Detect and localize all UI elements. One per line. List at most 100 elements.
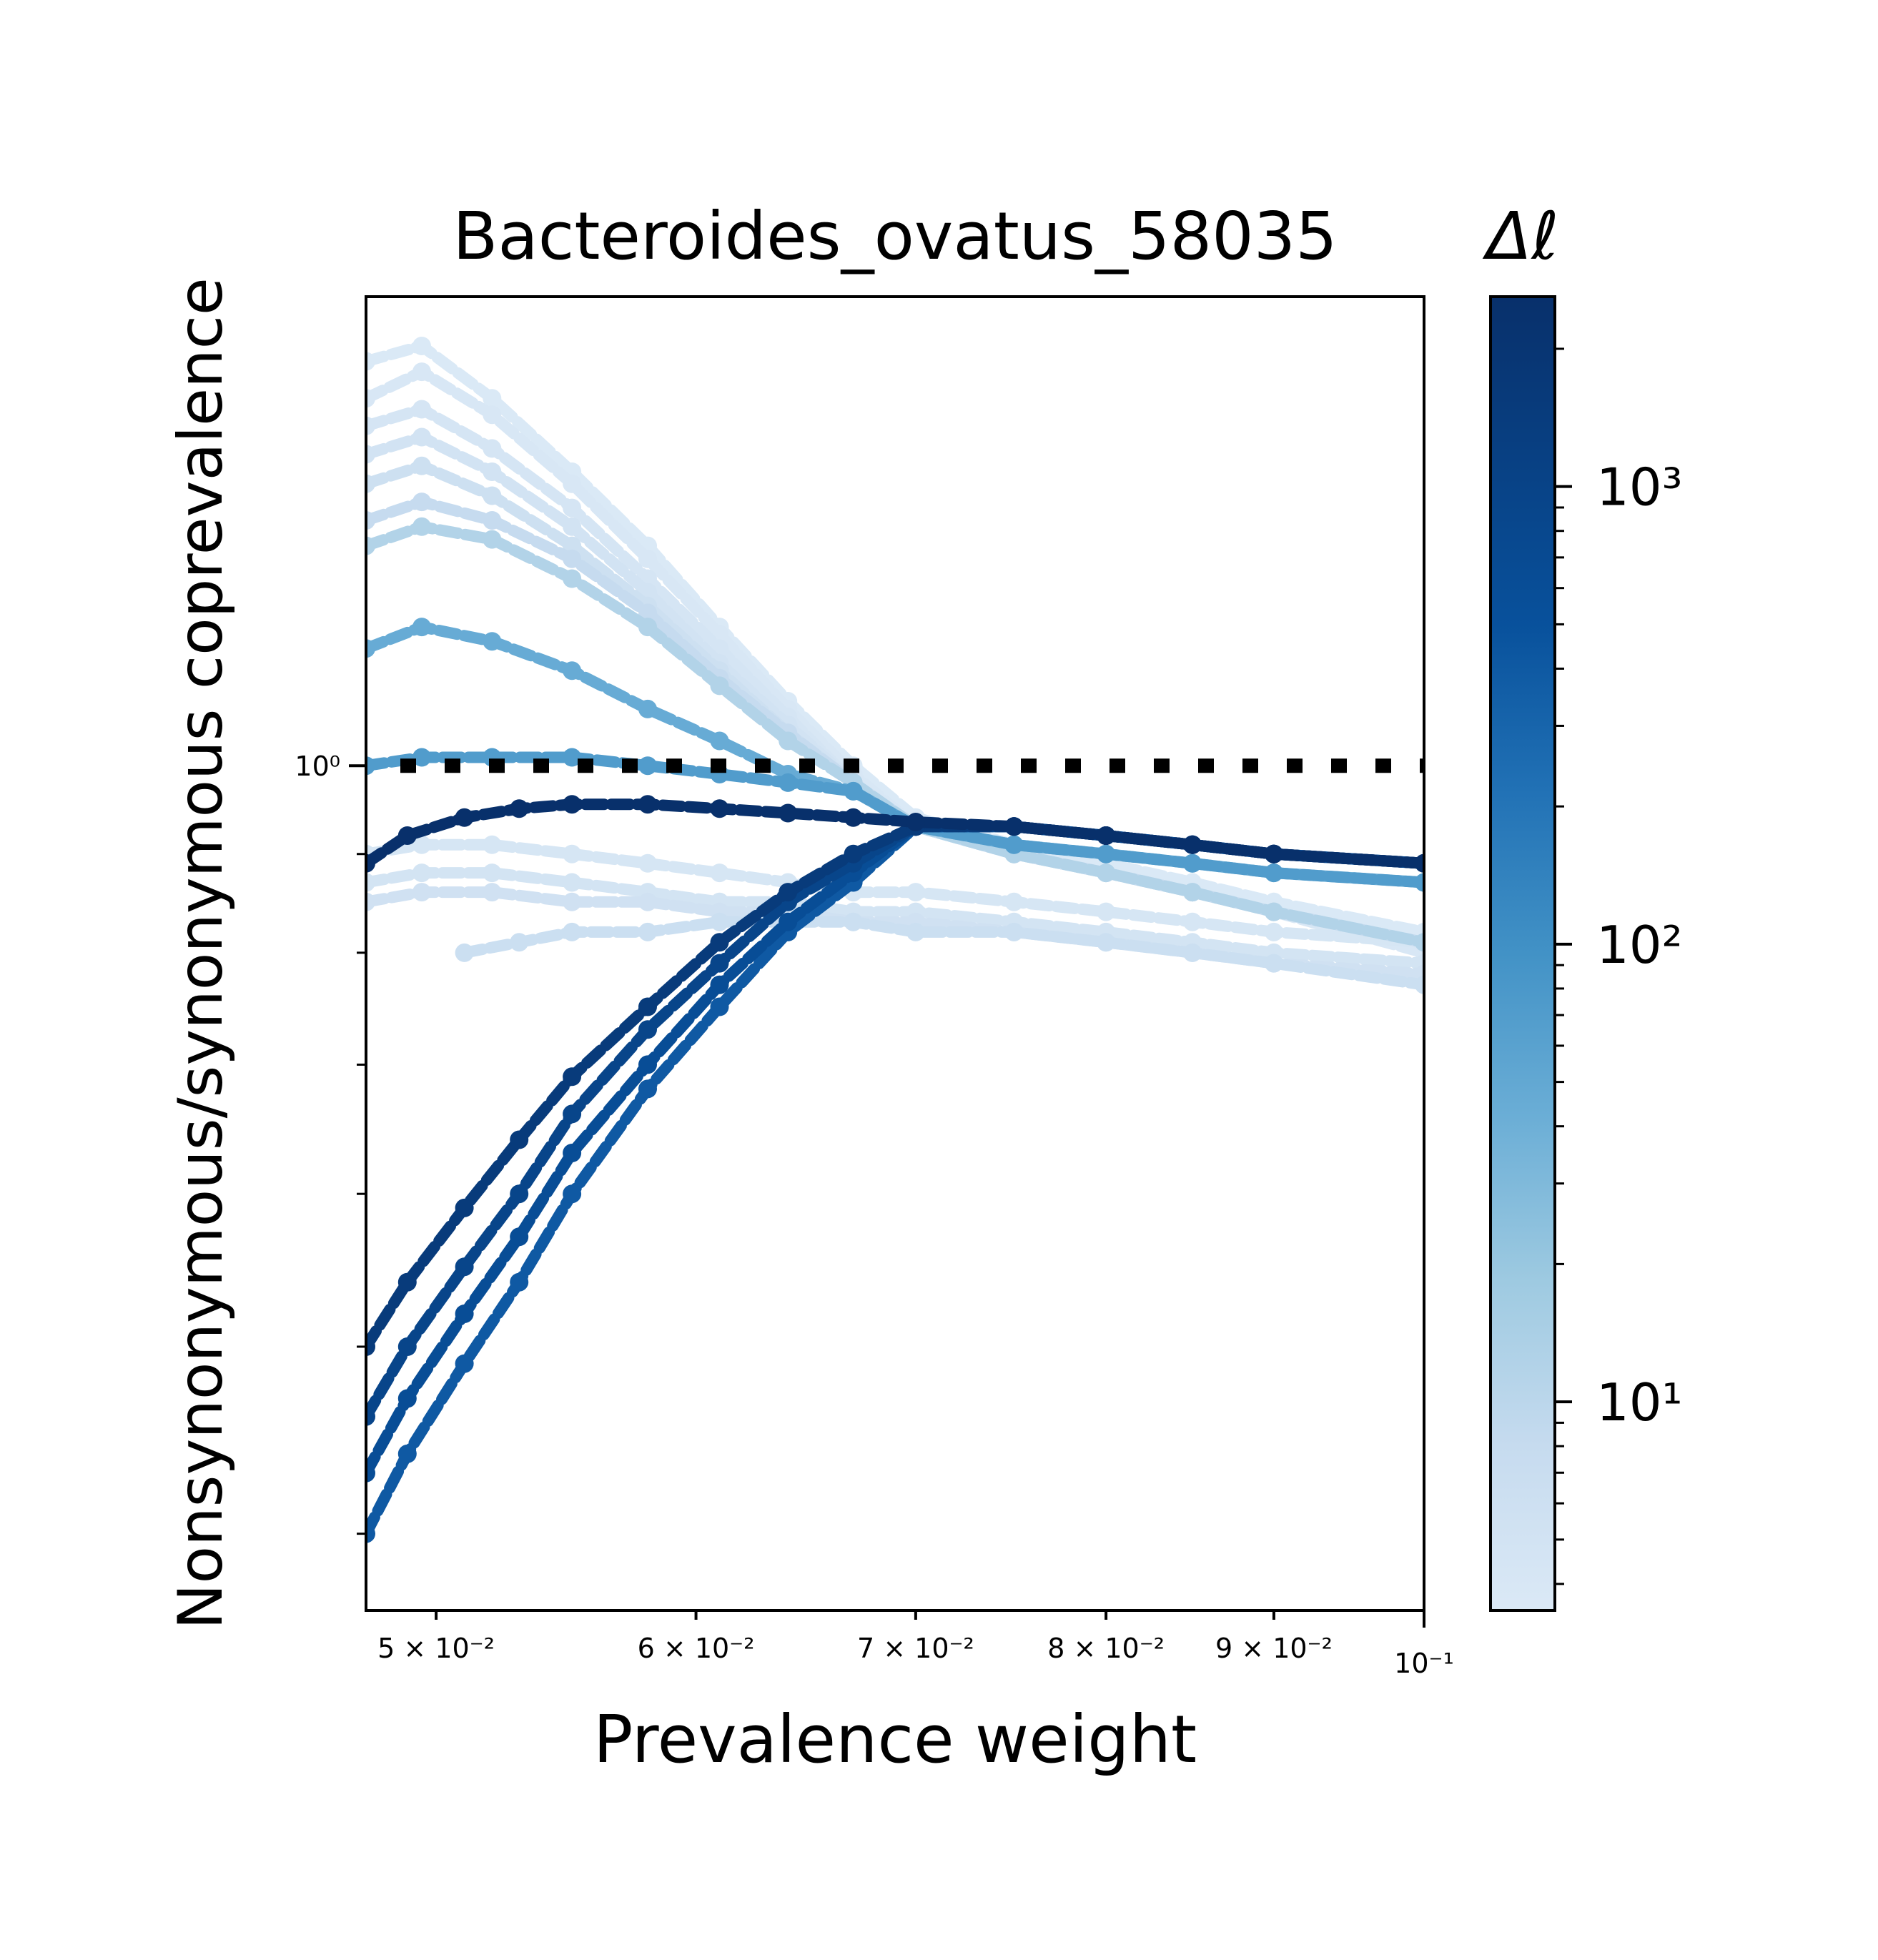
series-8 [366, 748, 1424, 892]
series-layer [366, 337, 1424, 1543]
data-point [563, 873, 582, 892]
data-point [455, 1198, 474, 1217]
y-axis-label: Nonsynonymous/synonymous coprevalence [165, 277, 237, 1630]
data-point [1004, 922, 1024, 941]
data-point [844, 781, 863, 801]
data-point [483, 405, 502, 425]
data-point [483, 389, 502, 408]
data-point [779, 912, 798, 931]
colorbar: 10¹ 10² 10³ Δℓ [1483, 198, 1682, 1612]
data-point [366, 416, 375, 435]
data-point [779, 731, 798, 751]
data-point [412, 337, 431, 355]
x-tick-label: 8 × 10⁻² [1047, 1633, 1165, 1664]
data-point [710, 676, 729, 696]
x-tick-label: 9 × 10⁻² [1215, 1633, 1333, 1664]
series-13 [366, 795, 1424, 873]
data-point [844, 808, 863, 827]
data-point [906, 883, 925, 902]
series-line [366, 340, 1424, 938]
data-point [1004, 892, 1024, 911]
series-line [366, 751, 1424, 889]
chart-title: Bacteroides_ovatus_58035 [453, 198, 1337, 274]
data-point [779, 803, 798, 823]
data-point [638, 853, 657, 873]
data-point [412, 517, 431, 536]
data-point [1415, 933, 1424, 952]
data-point [412, 863, 431, 883]
data-point [397, 1272, 417, 1292]
data-point [563, 844, 582, 863]
data-point [844, 844, 863, 863]
data-point [412, 748, 431, 767]
data-point [1183, 835, 1202, 854]
colorbar-ticks: 10¹ 10² 10³ [1555, 347, 1682, 1585]
data-point [638, 795, 657, 814]
data-point [563, 795, 582, 814]
data-point [366, 474, 375, 493]
data-point [1415, 975, 1424, 994]
data-point [366, 389, 375, 408]
data-point [510, 1272, 529, 1292]
data-point [1097, 933, 1116, 952]
y-axis: 10⁰ [295, 751, 366, 1535]
data-point [638, 892, 657, 911]
data-point [906, 813, 925, 831]
series-line [366, 520, 1424, 949]
data-point [710, 799, 729, 818]
data-point [563, 748, 582, 767]
data-point [366, 853, 375, 873]
data-point [563, 1184, 582, 1204]
data-point [510, 799, 529, 818]
data-point [710, 997, 729, 1016]
data-point [455, 1257, 474, 1277]
data-point [563, 922, 582, 941]
data-point [638, 997, 657, 1016]
data-point [563, 498, 582, 518]
data-point [779, 773, 798, 792]
data-point [483, 835, 502, 854]
data-point [710, 933, 729, 952]
data-point [563, 1104, 582, 1124]
data-point [455, 808, 474, 827]
data-point [455, 1354, 474, 1373]
data-point [412, 400, 431, 419]
data-point [412, 618, 431, 637]
data-point [366, 1337, 375, 1356]
data-point [412, 835, 431, 854]
data-point [397, 1444, 417, 1463]
data-point [366, 511, 375, 530]
data-point [1097, 844, 1116, 863]
data-point [563, 661, 582, 680]
colorbar-tick-label: 10³ [1596, 457, 1682, 518]
x-tick-label: 6 × 10⁻² [638, 1633, 755, 1664]
data-point [483, 462, 502, 481]
data-point [638, 699, 657, 718]
data-point [1183, 883, 1202, 902]
data-point [563, 1067, 582, 1087]
x-tick-label: 10⁻¹ [1394, 1648, 1454, 1679]
data-point [366, 1463, 375, 1483]
series-5 [366, 493, 1424, 952]
data-point [366, 536, 375, 555]
data-point [1264, 954, 1283, 973]
data-point [366, 445, 375, 464]
data-point [1097, 826, 1116, 845]
data-point [397, 826, 417, 845]
data-point [510, 1130, 529, 1149]
data-point [638, 618, 657, 637]
x-tick-label: 5 × 10⁻² [377, 1633, 495, 1664]
y-tick-label: 10⁰ [295, 751, 340, 782]
data-point [1264, 922, 1283, 941]
data-point [455, 943, 474, 962]
data-point [412, 456, 431, 475]
data-point [1415, 873, 1424, 892]
data-point [1097, 902, 1116, 921]
data-point [710, 731, 729, 751]
data-point [483, 883, 502, 902]
data-point [1004, 817, 1024, 836]
colorbar-tick-label: 10² [1596, 915, 1682, 975]
data-point [779, 883, 798, 902]
series-line [366, 365, 1424, 959]
